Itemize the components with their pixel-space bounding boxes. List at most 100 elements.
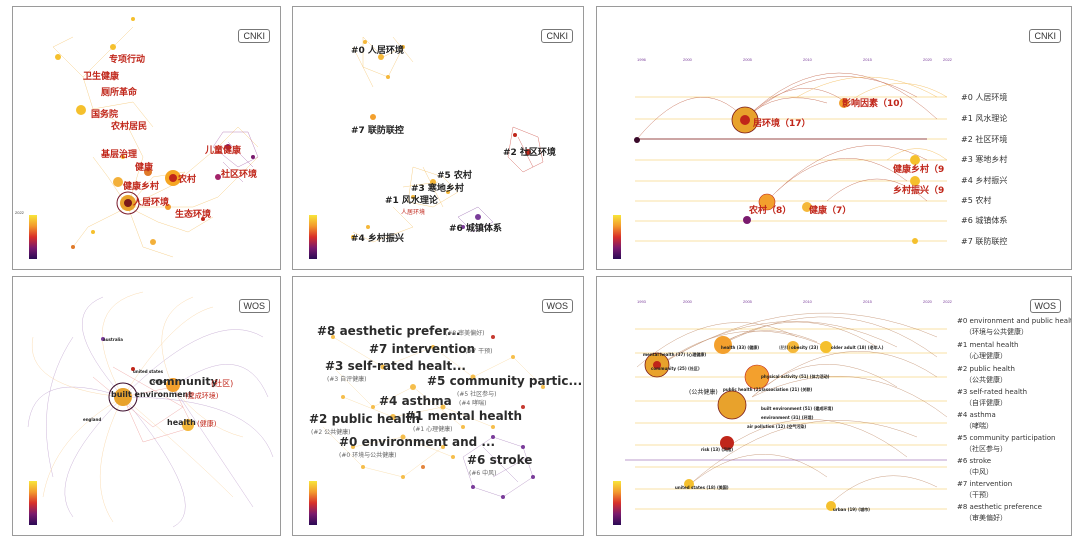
cluster-row-label: #2 public health [957, 365, 1015, 373]
cluster-label: #0 人居环境 [351, 46, 404, 56]
cluster-row-label-cn: （公共健康） [965, 376, 1007, 384]
country-label: united states [133, 369, 163, 374]
node-label: physical activity (51) (体力活动) [761, 374, 830, 379]
node-label: 农村（8） [749, 206, 792, 216]
keyword-label: 农村 [178, 175, 197, 185]
cluster-label: #8 aesthetic prefer... [317, 324, 461, 338]
cluster-label: #5 农村 [437, 171, 472, 181]
node-label: united states (18) (美国) [675, 485, 729, 490]
node-label: public health (21) [723, 387, 764, 392]
year-colorbar: 2022 [15, 210, 37, 259]
panel-wos-network: WOS australia united states china englan… [12, 276, 281, 536]
cluster-label: #2 社区环境 [503, 148, 556, 158]
year-tick: 2005 [743, 57, 752, 62]
cluster-row-label: #1 mental health [957, 341, 1019, 349]
cluster-label: #7 联防联控 [351, 126, 404, 136]
keyword-label: 卫生健康 [83, 72, 120, 82]
cluster-row-label-cn: （环境与公共健康） [965, 328, 1028, 336]
year-tick: 1993 [637, 299, 646, 304]
country-label: china [153, 379, 166, 384]
cluster-sub-label: (#5 社区参与) [457, 391, 497, 398]
panel-cnki-clusters: CNKI #0 人居环境 #7 联防联控 #2 社区环境 #5 农村 #3 寒地… [292, 6, 584, 270]
node-label: built environment (51) (建成环境) [761, 406, 834, 411]
node-label: obesity (23) [791, 345, 819, 350]
cluster-label: #5 community partic... [427, 374, 583, 388]
year-colorbar [309, 481, 317, 525]
cluster-row-label: #3 寒地乡村 [961, 155, 1008, 164]
cluster-row-label: #7 intervention [957, 480, 1013, 488]
cluster-graph [322, 335, 545, 499]
cluster-label: #0 environment and ... [339, 435, 496, 449]
cluster-label: #4 乡村振兴 [351, 234, 404, 244]
node-label: 乡村振兴（9 [893, 186, 945, 196]
source-badge-wos: WOS [541, 299, 573, 313]
cluster-sub-label: (#8 审美偏好) [445, 330, 485, 337]
cluster-row-label: #4 乡村振兴 [961, 176, 1008, 185]
cluster-label: #2 public health [309, 412, 420, 426]
keyword-label: (社区) [211, 379, 234, 388]
cluster-label: #1 风水理论 [385, 196, 438, 206]
cluster-row-label: #1 风水理论 [961, 114, 1008, 123]
cluster-sub-label: (#1 心理健康) [413, 426, 453, 433]
year-colorbar [309, 215, 317, 259]
node-label: 居环境（17） [753, 119, 811, 129]
keyword-label: 生态环境 [175, 210, 212, 220]
year-tick: 2020 [923, 299, 932, 304]
cluster-row-label-cn: （自评健康） [965, 399, 1007, 407]
cluster-label: #4 asthma [379, 394, 452, 408]
year-tick: 2010 [803, 57, 812, 62]
cluster-label: #3 寒地乡村 [411, 184, 464, 194]
panel-cnki-timeline: CNKI 1996 2000 2005 2010 2015 2020 2022 … [596, 6, 1072, 270]
cluster-label: #6 stroke [467, 453, 533, 467]
cluster-row-label: #5 community participation [957, 434, 1056, 442]
panel-cnki-network: CNKI 专项行动 卫生健康 厕所革命 国务院 农村居民 基层治理 儿童健康 社… [12, 6, 281, 270]
cluster-label: #1 mental health [405, 409, 523, 423]
cluster-row-label: #5 农村 [961, 196, 992, 205]
cluster-sub-label: (#7 干预) [465, 348, 493, 355]
year-tick: 2022 [943, 299, 952, 304]
cluster-row-label-cn: （中风） [965, 468, 993, 476]
year-tick: 2010 [803, 299, 812, 304]
country-label: england [83, 417, 102, 422]
node-label: urban (19) (城市) [833, 507, 870, 512]
year-tick: 2020 [923, 57, 932, 62]
node-label: (肥胖) [779, 345, 791, 350]
node-label: 健康（7） [809, 206, 852, 216]
node-label: 影响因素（10） [842, 99, 909, 109]
cluster-row-label: #0 environment and public health [957, 317, 1072, 325]
cluster-sub-label: (#3 自评健康) [327, 376, 367, 383]
panel-wos-timeline: WOS 1993 2000 2005 2010 2015 2020 2022 m… [596, 276, 1072, 536]
node-label: health (33) (健康) [721, 345, 760, 350]
source-badge-cnki: CNKI [1029, 29, 1061, 43]
cluster-label: 人居环境 [401, 209, 426, 216]
source-badge-cnki: CNKI [238, 29, 270, 43]
cluster-row-label: #6 stroke [957, 457, 992, 465]
keyword-label: health [167, 418, 196, 427]
cluster-row-label-cn: （审美偏好） [965, 514, 1007, 522]
cluster-sub-label: (#2 公共健康) [311, 429, 351, 436]
cluster-label: #6 城镇体系 [449, 224, 502, 234]
node-label: air pollution (12) (空气污染) [747, 424, 807, 429]
node-label: (公共健康) [689, 389, 718, 396]
keyword-label: built environment [111, 390, 193, 399]
keyword-label: 儿童健康 [205, 146, 242, 156]
cluster-row-label: #7 联防联控 [961, 237, 1008, 246]
country-label: australia [103, 337, 123, 342]
year-colorbar [613, 481, 621, 525]
cluster-sub-label: (#4 哮喘) [459, 400, 487, 407]
node-label: community (25) (社区) [651, 366, 700, 371]
year-tick: 2015 [863, 299, 872, 304]
keyword-label: (建成环境) [185, 392, 219, 400]
cluster-label: #3 self-rated healt... [325, 359, 466, 373]
year-tick: 2015 [863, 57, 872, 62]
panel-wos-clusters: WOS #8 aesthetic prefer... (#8 审美偏好) #7 … [292, 276, 584, 536]
network-graph [27, 291, 274, 528]
year-tick: 2000 [683, 57, 692, 62]
node-label: 健康乡村（9 [893, 165, 945, 175]
keyword-label: 专项行动 [109, 55, 146, 65]
node-label: risk (13) (风险) [701, 447, 734, 452]
cluster-row-label-cn: （社区参与） [965, 445, 1007, 453]
year-tick: 2022 [943, 57, 952, 62]
year-tick: 2000 [683, 299, 692, 304]
keyword-label: 国务院 [91, 110, 119, 120]
